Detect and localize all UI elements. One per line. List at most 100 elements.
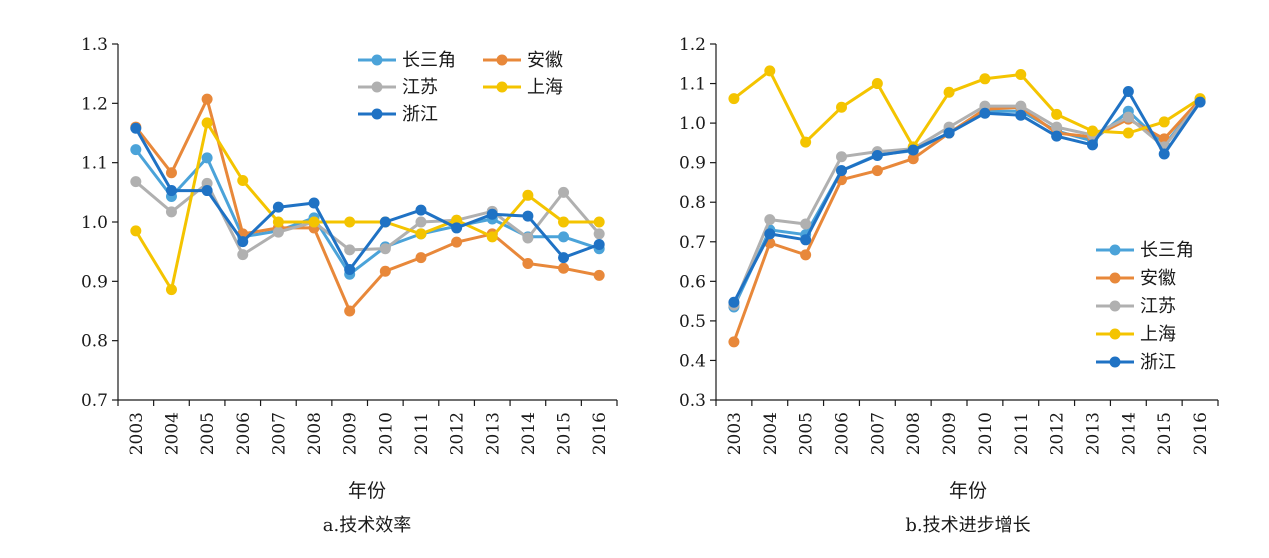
y-tick-label: 1.1 (679, 75, 706, 95)
series-3-point (308, 216, 320, 228)
series-1-point (558, 262, 570, 274)
series-3-point (1087, 125, 1098, 137)
legend-entry: 江苏 (1140, 296, 1176, 317)
y-tick-label: 0.5 (679, 312, 706, 332)
series-4-point (451, 222, 463, 234)
legend-swatch-marker (1109, 272, 1121, 284)
series-3-point (344, 216, 356, 228)
series-4-point (1087, 139, 1098, 151)
legend-entry: 长三角 (402, 50, 456, 71)
series-4-point (130, 122, 142, 134)
series-line-3 (732, 69, 1201, 149)
x-tick-label: 2009 (341, 412, 361, 455)
legend-swatch-marker (496, 81, 508, 93)
x-tick-label: 2004 (162, 412, 182, 455)
series-3-point (201, 117, 213, 129)
x-axis-title: 年份 (348, 480, 386, 502)
series-2-point (1051, 121, 1063, 133)
x-tick-label: 2014 (519, 412, 539, 455)
series-3-point (1158, 116, 1170, 128)
x-tick-label: 2016 (1191, 412, 1211, 455)
series-2-point (1122, 111, 1134, 123)
y-tick-label: 0.8 (679, 193, 706, 213)
x-tick-label: 2010 (976, 412, 996, 455)
chart-b-technical-progress: 0.3 0.4 0.5 0.6 0.7 0.8 0.9 1.0 1.1 1.2 2003 2004 20… (679, 35, 1219, 536)
series-3-point (836, 101, 847, 113)
series-line-3 (134, 121, 600, 292)
series-4-point (836, 165, 847, 177)
series-4-point (593, 239, 605, 251)
series-3-point (800, 136, 812, 148)
series-4-point (1158, 148, 1170, 160)
x-tick-label: 2014 (1119, 412, 1139, 455)
x-tick-label: 2015 (1155, 412, 1175, 455)
legend-swatch-marker (1109, 300, 1121, 312)
series-4-point (943, 127, 955, 139)
legend-swatch-marker (371, 81, 383, 93)
series-0-point (201, 152, 213, 164)
legend-entry: 浙江 (402, 104, 438, 125)
x-tick-label: 2007 (269, 412, 289, 455)
legend-swatch-marker (1109, 356, 1121, 368)
series-1-point (593, 269, 605, 281)
chart-caption: a.技术效率 (323, 515, 411, 536)
x-tick-label: 2005 (198, 412, 218, 455)
series-1-point (451, 236, 463, 248)
series-4-point (415, 204, 427, 216)
series-2-point (836, 151, 847, 163)
series-3-point (451, 214, 463, 226)
y-tick-label: 0.4 (679, 351, 706, 371)
legend-entry: 上海 (527, 77, 563, 98)
series-4-point (1122, 85, 1134, 97)
series-3-point (728, 93, 740, 105)
legend-swatch-marker (371, 108, 383, 120)
series-2-point (272, 226, 284, 238)
series-line-2 (134, 180, 601, 257)
series-2-point (593, 228, 605, 240)
series-1-point (201, 93, 213, 105)
series-line-4 (732, 90, 1202, 303)
series-3-point (979, 73, 991, 85)
series-2-point (415, 216, 427, 228)
y-tick-label: 1.3 (81, 35, 108, 55)
series-3-point (558, 216, 570, 228)
series-line-1 (134, 97, 600, 313)
series-1-point (871, 165, 883, 177)
series-3-point (593, 216, 605, 228)
series-4-point (522, 210, 534, 222)
series-3-point (1051, 108, 1063, 120)
legend-swatch-marker (371, 54, 383, 66)
series-2-point (1015, 100, 1027, 112)
series-line-4 (134, 127, 600, 271)
x-tick-label: 2003 (127, 412, 147, 455)
series-4-point (764, 228, 776, 240)
chart-a-technical-efficiency: 0.7 0.8 0.9 1.0 1.1 1.2 1.3 2003 2004 2005 2006 200… (81, 35, 618, 536)
x-axis-title: 年份 (949, 480, 987, 502)
series-1-point (379, 265, 391, 277)
x-tick-label: 2008 (305, 412, 325, 455)
x-tick-label: 2011 (1012, 412, 1032, 455)
x-tick-label: 2011 (412, 412, 432, 455)
series-1-point (344, 305, 356, 317)
series-4-point (871, 150, 883, 162)
series-1-point (415, 252, 427, 264)
series-4-point (1051, 130, 1063, 142)
legend-entry: 安徽 (527, 50, 563, 71)
series-2-point (344, 244, 356, 256)
series-1-point (907, 153, 919, 165)
x-tick-label: 2010 (376, 412, 396, 455)
series-2-point (130, 176, 142, 188)
series-2-point (165, 206, 177, 218)
y-tick-label: 0.7 (81, 391, 108, 411)
series-1-point (800, 249, 812, 261)
series-4-point (379, 216, 391, 228)
series-2-point (522, 232, 534, 244)
series-3-point (1015, 68, 1027, 80)
series-3-point (272, 216, 284, 228)
y-tick-label: 0.7 (679, 233, 706, 253)
x-tick-label: 2003 (725, 412, 745, 455)
series-4-point (1194, 96, 1206, 108)
legend-entry: 上海 (1140, 324, 1176, 345)
legend-entry: 安徽 (1140, 268, 1176, 289)
